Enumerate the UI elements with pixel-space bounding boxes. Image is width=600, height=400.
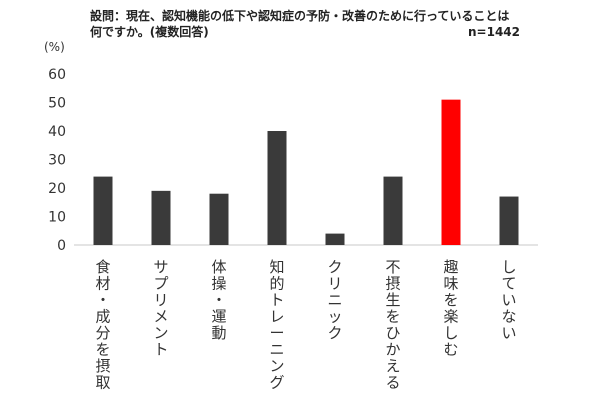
x-category-label: していない	[501, 258, 516, 342]
bar	[151, 190, 171, 245]
y-tick-label: 0	[57, 238, 66, 254]
y-tick-label: 60	[48, 67, 66, 83]
chart-title: 設問：現在、認知機能の低下や認知症の予防・改善のために行っていることは 何ですか…	[90, 8, 520, 40]
bar	[383, 176, 403, 245]
y-tick-label: 10	[48, 210, 66, 226]
bar	[441, 99, 461, 246]
x-category-label: 体操・運動	[211, 258, 226, 342]
x-category-label: クリニック	[327, 258, 342, 342]
bar	[499, 196, 519, 245]
sample-size-label: n=1442	[468, 25, 520, 39]
x-category-label: サプリメント	[153, 258, 168, 359]
x-category-label: 不摂生をひかえる	[385, 258, 400, 392]
x-category-label: 趣味を楽しむ	[443, 258, 458, 359]
x-category-label: 知的トレーニング	[269, 258, 284, 392]
y-tick-label: 40	[48, 124, 66, 140]
bar	[93, 176, 113, 245]
x-category-label: 食材・成分を摂取	[95, 258, 110, 392]
y-axis-unit-label: (%)	[44, 40, 65, 54]
chart-title-text: 設問：現在、認知機能の低下や認知症の予防・改善のために行っていることは 何ですか…	[90, 9, 510, 39]
y-tick-label: 50	[48, 96, 66, 112]
y-tick-label: 20	[48, 181, 66, 197]
bar	[209, 193, 229, 245]
y-tick-label: 30	[48, 153, 66, 169]
bar	[325, 233, 345, 245]
bar	[267, 131, 287, 245]
